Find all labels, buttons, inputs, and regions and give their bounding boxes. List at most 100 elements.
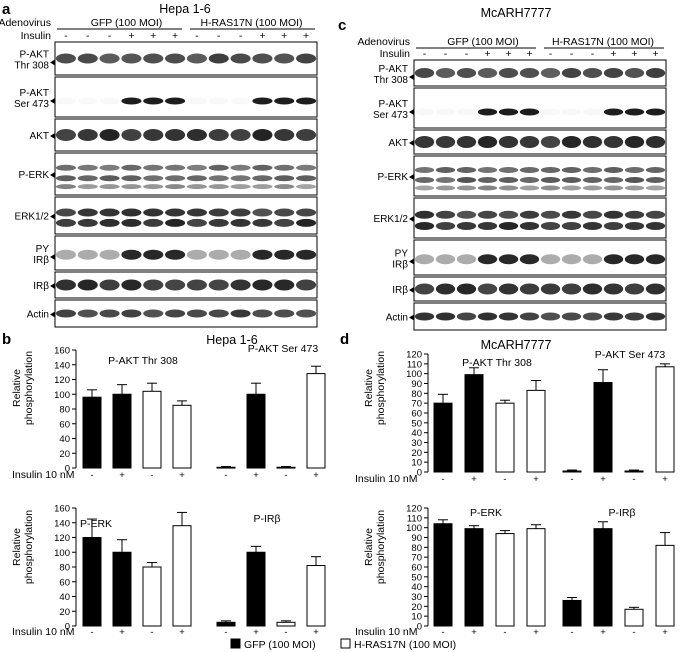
blot-band: [435, 136, 456, 148]
blot-band: [414, 185, 435, 191]
blot-band: [252, 164, 273, 171]
row-label: ERK1/2: [15, 212, 50, 223]
blot-title-c: McARH7777: [481, 6, 552, 20]
blot-band: [55, 279, 76, 291]
panel-letter-c: c: [338, 17, 346, 34]
blot-band: [78, 98, 98, 105]
blot-band: [274, 249, 295, 260]
insulin-tick: -: [284, 470, 287, 481]
y-tick-label: 160: [54, 346, 70, 357]
blot-band: [252, 249, 273, 260]
blot-band: [55, 309, 76, 318]
bar: [276, 466, 296, 469]
row-arrow: [409, 287, 414, 293]
y-tick-label: 40: [59, 434, 70, 445]
blot-band: [561, 136, 582, 148]
blot-band: [55, 175, 76, 182]
blot-box: [54, 76, 318, 118]
bar: [655, 366, 675, 473]
blot-band: [477, 136, 498, 148]
row-label: IRβ: [392, 285, 408, 296]
blot-box: [413, 276, 667, 302]
insulin-tick: -: [503, 627, 506, 638]
y-tick-label: 100: [406, 523, 422, 534]
blot-band: [456, 283, 477, 295]
insulin-tick: -: [150, 470, 153, 481]
y-axis-label: Relative: [11, 369, 23, 407]
insulin-tick: -: [90, 627, 93, 638]
blot-band: [186, 208, 207, 217]
row-label: IRβ: [33, 255, 49, 266]
blot-band: [165, 309, 186, 318]
blot-band: [208, 175, 229, 182]
bar: [624, 608, 644, 627]
insulin-tick: -: [632, 474, 635, 485]
blot-band: [296, 218, 317, 227]
chart-title: P-ERK: [80, 518, 112, 530]
blot-band: [99, 53, 120, 64]
blot-band: [77, 218, 98, 227]
blot-band: [561, 167, 582, 173]
y-axis-label: phosphorylation: [375, 510, 387, 584]
blot-band: [519, 108, 540, 116]
blot-band: [603, 167, 624, 173]
blot-band: [230, 218, 251, 227]
blot-band: [477, 312, 498, 321]
y-tick-label: 20: [411, 448, 422, 459]
blot-band: [519, 68, 540, 78]
group-ras-label-a: H-RAS17N (100 MOI): [200, 17, 302, 29]
blot-band: [77, 208, 98, 217]
bar-chart-d: P-AKT Ser 473 - + - +: [562, 349, 675, 485]
row-arrow: [50, 172, 55, 178]
blot-band: [414, 283, 435, 295]
insulin-tick: +: [662, 474, 668, 485]
insulin-sign-a: -: [195, 30, 199, 42]
bar: [112, 551, 132, 627]
blot-band: [582, 177, 603, 183]
blot-box: [413, 239, 667, 276]
blot-band: [274, 218, 295, 227]
blot-band: [435, 177, 456, 183]
blot-band: [624, 210, 645, 219]
blot-band: [582, 222, 603, 230]
blot-band: [624, 185, 645, 191]
row-label: Ser 473: [14, 99, 49, 110]
blot-band: [143, 249, 164, 260]
row-arrow: [50, 98, 55, 104]
group-gfp-label-a: GFP (100 MOI): [91, 17, 163, 29]
blot-band: [252, 309, 273, 318]
insulin-sign-a: +: [150, 30, 156, 42]
y-tick-label: 120: [406, 350, 422, 361]
insulin-label-c: Insulin: [380, 48, 411, 60]
y-tick-label: 40: [411, 582, 422, 593]
bar: [142, 566, 162, 627]
blot-band: [143, 279, 164, 291]
blot-band: [582, 210, 603, 219]
blot-band: [143, 129, 164, 141]
bar: [464, 374, 484, 473]
blot-box: [54, 152, 318, 196]
blot-band: [121, 129, 142, 141]
panel-letter-d: d: [340, 331, 349, 348]
bar: [246, 551, 266, 627]
blot-band: [208, 218, 229, 227]
blot-band: [55, 164, 76, 171]
blot-band: [296, 53, 317, 64]
y-tick-label: 140: [54, 518, 70, 529]
row-label: Thr 308: [15, 61, 50, 72]
blot-band: [582, 185, 603, 191]
blot-panel-a: a Hepa 1-6 Adenovirus GFP (100 MOI) H-RAS17N…: [0, 1, 318, 328]
y-tick-label: 10: [411, 612, 422, 623]
insulin-sign-a: +: [128, 30, 134, 42]
blot-band: [77, 249, 98, 260]
blot-band: [582, 254, 603, 265]
blot-band: [230, 184, 251, 190]
blot-band: [561, 210, 582, 219]
blot-band: [561, 222, 582, 230]
y-tick-label: 0: [417, 468, 422, 479]
insulin-sign-c: +: [505, 48, 511, 60]
blot-band: [296, 184, 317, 190]
blot-box: [413, 87, 667, 129]
blot-band: [208, 279, 229, 291]
y-axis-label: phosphorylation: [375, 351, 387, 425]
